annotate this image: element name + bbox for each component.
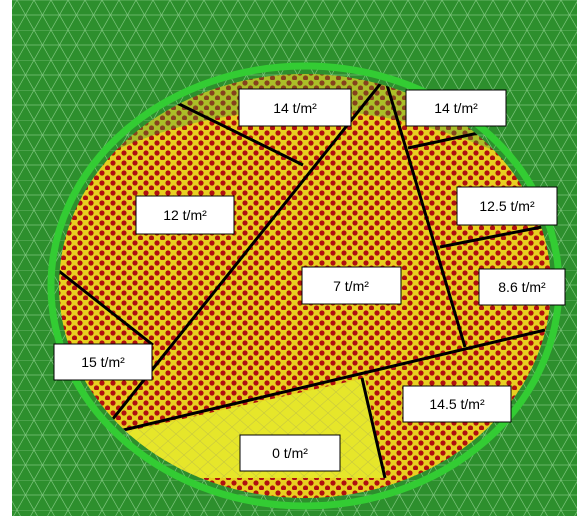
- zone-boundaries: [59, 77, 551, 479]
- left-edge-strip: [0, 0, 12, 516]
- zone-label-text: 0 t/m²: [272, 445, 308, 461]
- boundary-bottom: [114, 328, 546, 434]
- zone-label-text: 15 t/m²: [81, 354, 125, 370]
- zone-label-text: 12.5 t/m²: [479, 198, 535, 214]
- zone-label-right-upper: 12.5 t/m²: [456, 186, 558, 226]
- boundary-diagonal: [110, 77, 387, 421]
- zone-label-text: 14.5 t/m²: [429, 396, 485, 412]
- boundary-right-upper: [439, 223, 551, 249]
- zone-label-text: 14 t/m²: [273, 100, 317, 116]
- boundary-bottom-split: [360, 377, 387, 479]
- zone-label-top-left: 14 t/m²: [238, 88, 352, 127]
- zone-label-center: 7 t/m²: [301, 266, 402, 305]
- boundary-left: [59, 266, 154, 347]
- zone-label-text: 8.6 t/m²: [498, 279, 546, 295]
- zone-label-lower-left: 15 t/m²: [53, 343, 153, 381]
- zone-label-text: 12 t/m²: [163, 207, 207, 223]
- zone-label-top-right: 14 t/m²: [405, 89, 507, 127]
- zone-label-text: 14 t/m²: [434, 100, 478, 116]
- zone-label-right: 8.6 t/m²: [478, 268, 566, 306]
- boundary-right-vertical: [383, 77, 467, 348]
- boundary-top-left: [174, 100, 304, 167]
- zone-label-left: 12 t/m²: [135, 195, 235, 235]
- zone-label-bottom: 0 t/m²: [239, 434, 341, 472]
- zone-label-text: 7 t/m²: [333, 278, 369, 294]
- zone-label-lower-right: 14.5 t/m²: [402, 385, 512, 423]
